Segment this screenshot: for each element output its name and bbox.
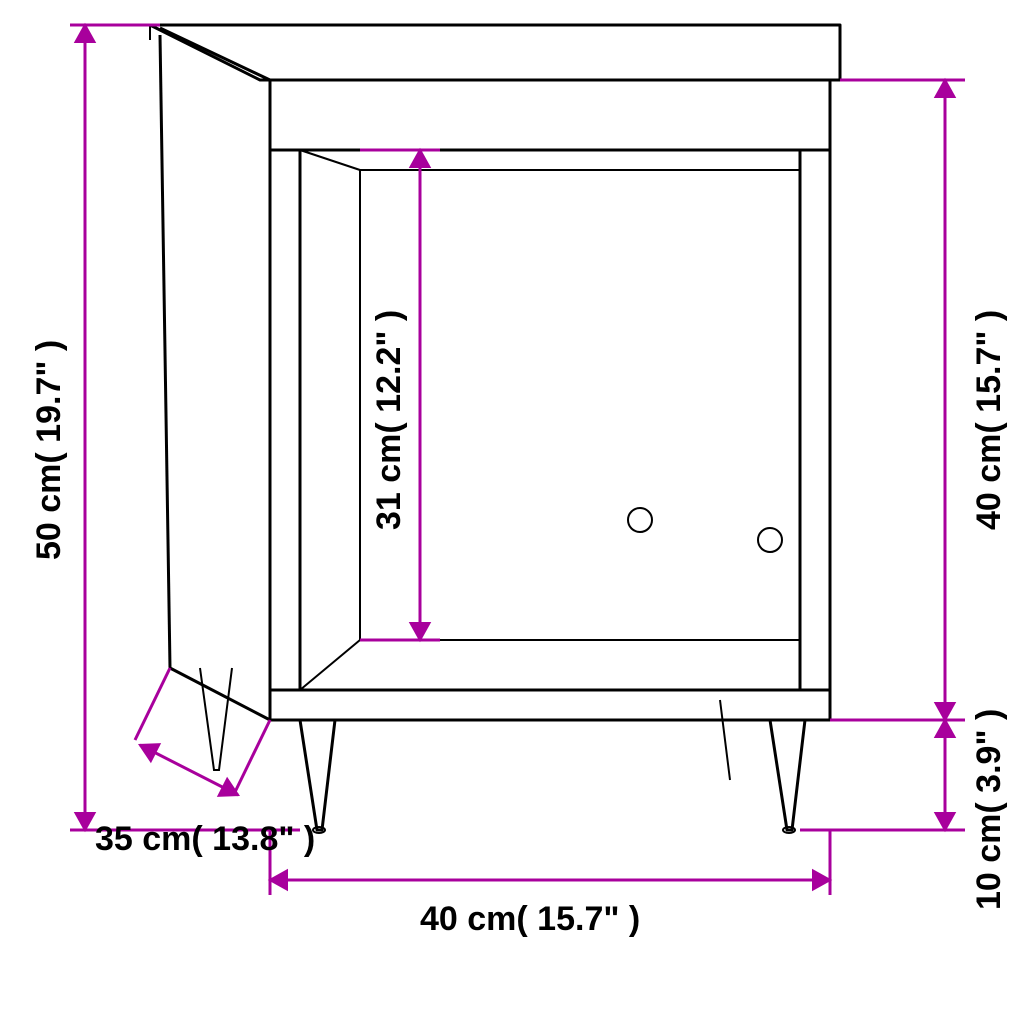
dimension-drawing: 50 cm( 19.7" ) 31 cm( 12.2" ) 40 cm( 15.… (0, 0, 1024, 1024)
cabinet-drawing (150, 25, 840, 833)
dimension-labels: 50 cm( 19.7" ) 31 cm( 12.2" ) 40 cm( 15.… (30, 310, 1008, 938)
label-height-body: 40 cm( 15.7" ) (970, 310, 1008, 530)
label-depth: 35 cm( 13.8" ) (95, 820, 315, 858)
label-height-opening: 31 cm( 12.2" ) (370, 310, 408, 530)
label-height-total: 50 cm( 19.7" ) (30, 340, 68, 560)
label-width: 40 cm( 15.7" ) (420, 900, 640, 938)
label-height-legs: 10 cm( 3.9" ) (970, 709, 1008, 910)
